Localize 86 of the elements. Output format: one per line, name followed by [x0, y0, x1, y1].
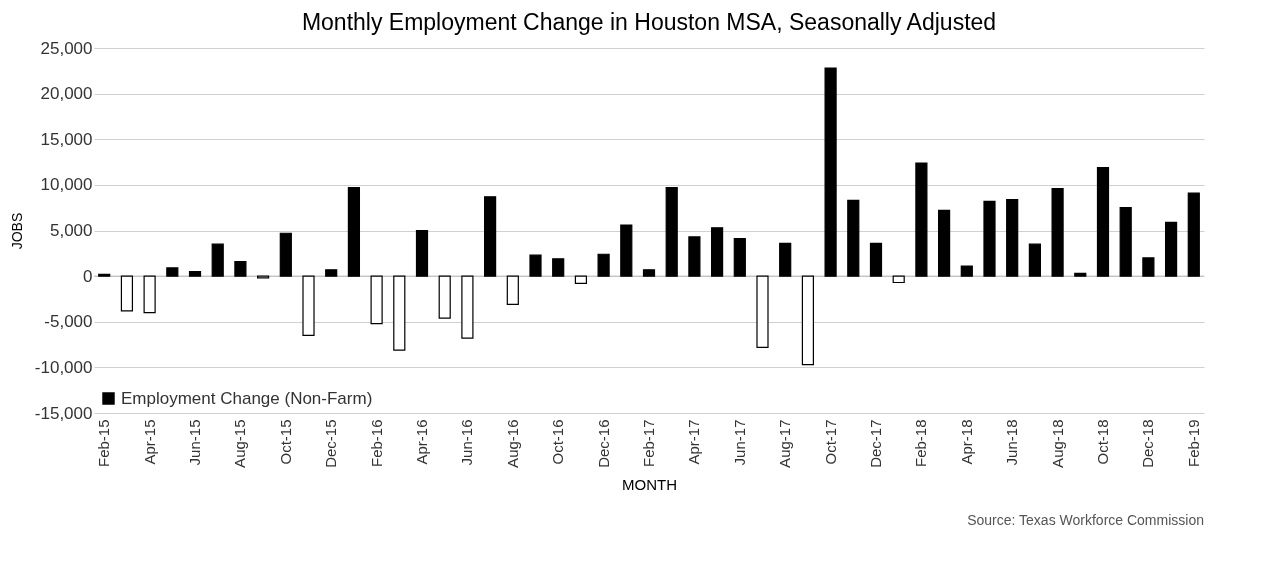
x-tick-label: Dec-17 [866, 419, 884, 468]
bar [211, 243, 224, 277]
bar [438, 275, 451, 319]
y-tick-label: 20,000 [40, 84, 93, 104]
x-tick-label: Apr-17 [685, 419, 703, 465]
bar [665, 187, 678, 277]
x-tick-label: Jun-16 [458, 419, 476, 466]
legend-label: Employment Change (Non-Farm) [121, 388, 373, 408]
x-tick-label: Dec-15 [322, 419, 340, 468]
y-tick-label: 5,000 [49, 221, 93, 240]
bar [733, 238, 746, 277]
x-tick-label: Feb-18 [912, 419, 930, 468]
bar [597, 253, 610, 277]
bar [325, 269, 338, 277]
bar [983, 200, 996, 277]
bar [302, 275, 315, 337]
bar [824, 67, 837, 277]
bar [143, 275, 156, 314]
bar [642, 269, 656, 277]
x-tick-label: Jun-18 [1003, 419, 1021, 466]
bar [1142, 257, 1155, 277]
bar [484, 196, 497, 277]
x-tick-label: Dec-16 [594, 419, 612, 468]
bar [1051, 187, 1064, 277]
x-tick-label: Jun-17 [730, 419, 748, 466]
x-tick-label: Oct-17 [821, 419, 839, 465]
source-note: Source: Texas Workforce Commission [967, 512, 1204, 528]
x-tick-label: Jun-15 [186, 419, 204, 466]
bar [1074, 272, 1087, 277]
x-tick-label: Apr-16 [413, 419, 431, 465]
y-tick-label: 0 [83, 266, 93, 286]
bar [1096, 166, 1110, 277]
x-tick-label: Aug-17 [776, 419, 794, 468]
bar [847, 199, 860, 277]
bar [279, 232, 292, 277]
bar [688, 236, 701, 277]
bar [915, 162, 928, 277]
bar [166, 267, 179, 277]
bar [620, 224, 633, 277]
bar [574, 275, 587, 285]
bar [960, 265, 973, 277]
y-tick-label: -15,000 [34, 403, 93, 423]
x-tick-label: Oct-18 [1093, 419, 1111, 465]
y-tick-label: -10,000 [34, 357, 93, 377]
bar [188, 270, 202, 277]
x-tick-label: Oct-16 [549, 419, 567, 465]
y-axis-title: JOBS [8, 212, 25, 250]
bar [370, 275, 383, 325]
x-tick-label: Feb-19 [1184, 419, 1202, 468]
x-tick-label: Apr-18 [957, 419, 975, 465]
chart-title: Monthly Employment Change in Houston MSA, Seasonally Adjusted [301, 9, 997, 35]
bar [756, 275, 769, 348]
bar [1119, 207, 1132, 277]
x-tick-label: Apr-15 [140, 419, 158, 465]
x-tick-label: Dec-18 [1139, 419, 1157, 468]
bar [120, 275, 134, 312]
bar [711, 227, 724, 277]
y-tick-label: 25,000 [40, 38, 93, 58]
bar [506, 275, 519, 306]
x-tick-label: Feb-16 [367, 419, 385, 468]
y-tick-label: 15,000 [40, 129, 93, 149]
x-tick-label: Aug-15 [231, 419, 249, 468]
bar [937, 209, 951, 277]
bar [801, 275, 814, 366]
bar [869, 242, 883, 277]
x-tick-label: Oct-15 [276, 419, 294, 465]
x-tick-label: Aug-18 [1048, 419, 1066, 468]
bar [393, 275, 406, 351]
bar [347, 187, 361, 277]
x-tick-label: Feb-17 [640, 419, 657, 468]
bar [415, 229, 429, 277]
bar [1028, 243, 1041, 277]
x-tick-label: Aug-16 [503, 419, 521, 468]
bar [234, 260, 247, 277]
bar [1187, 192, 1200, 277]
y-tick-label: -5,000 [44, 312, 93, 332]
bar [529, 254, 542, 277]
bar [892, 275, 905, 284]
bar [1164, 221, 1178, 277]
bar [779, 242, 792, 277]
x-axis-title: MONTH [622, 475, 677, 493]
bar [461, 275, 474, 339]
x-tick-label: Feb-15 [95, 419, 113, 468]
y-tick-label: 10,000 [40, 175, 93, 195]
bar [552, 258, 565, 277]
bar [1006, 198, 1019, 277]
